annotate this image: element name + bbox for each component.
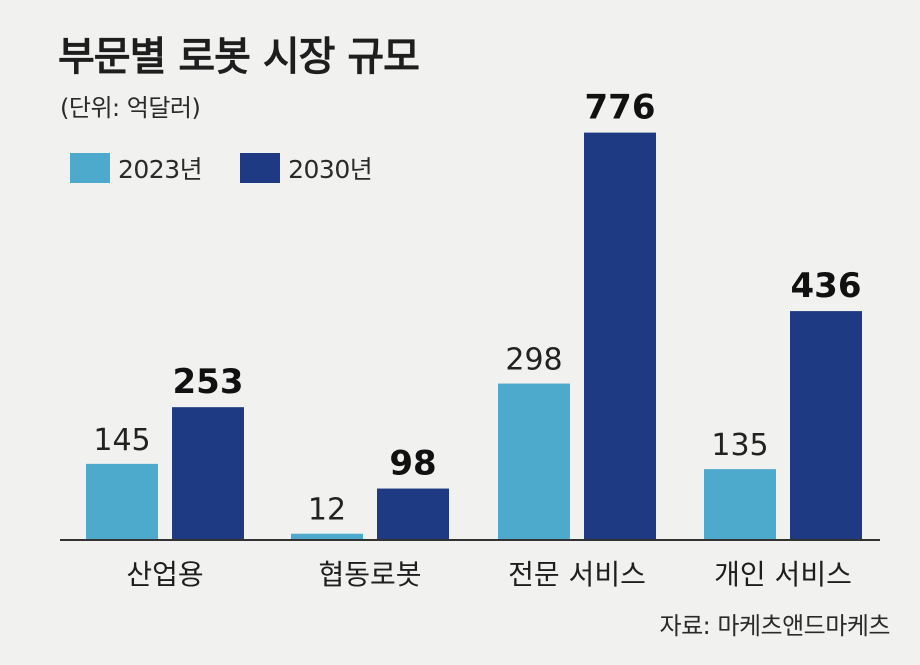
legend-item-2023: 2023년	[70, 150, 203, 186]
bar-2030-0	[172, 407, 244, 540]
data-label-2030-3: 436	[791, 266, 862, 306]
source-note: 자료: 마케츠앤드마케츠	[659, 612, 890, 640]
chart-title: 부문별 로봇 시장 규모	[58, 34, 420, 80]
data-label-2023-2: 298	[505, 343, 562, 378]
legend-label-2023: 2023년	[118, 155, 203, 184]
data-label-2023-1: 12	[308, 493, 346, 528]
bar-2030-2	[584, 132, 656, 540]
bar-2023-1	[291, 533, 363, 540]
bar-2030-1	[377, 488, 449, 540]
data-label-2030-1: 98	[389, 444, 436, 484]
data-label-2023-3: 135	[711, 428, 768, 463]
legend-swatch-2023	[70, 153, 110, 183]
category-label-2: 전문 서비스	[508, 558, 646, 591]
legend-item-2030: 2030년	[240, 150, 373, 186]
legend-swatch-2030	[240, 153, 281, 183]
data-label-2030-2: 776	[585, 88, 656, 128]
legend: 2023년 2030년	[70, 150, 410, 186]
category-label-0: 산업용	[126, 558, 203, 591]
data-label-2023-0: 145	[93, 423, 150, 458]
legend-label-2030: 2030년	[288, 155, 373, 184]
data-label-2030-0: 253	[173, 362, 244, 402]
bar-2023-0	[86, 463, 158, 540]
bar-2023-2	[498, 383, 570, 540]
category-label-1: 협동로봇	[318, 558, 421, 591]
category-label-3: 개인 서비스	[714, 558, 852, 591]
bar-2023-3	[704, 469, 776, 540]
unit-note: (단위: 억달러)	[60, 94, 201, 122]
bar-2030-3	[790, 311, 862, 540]
